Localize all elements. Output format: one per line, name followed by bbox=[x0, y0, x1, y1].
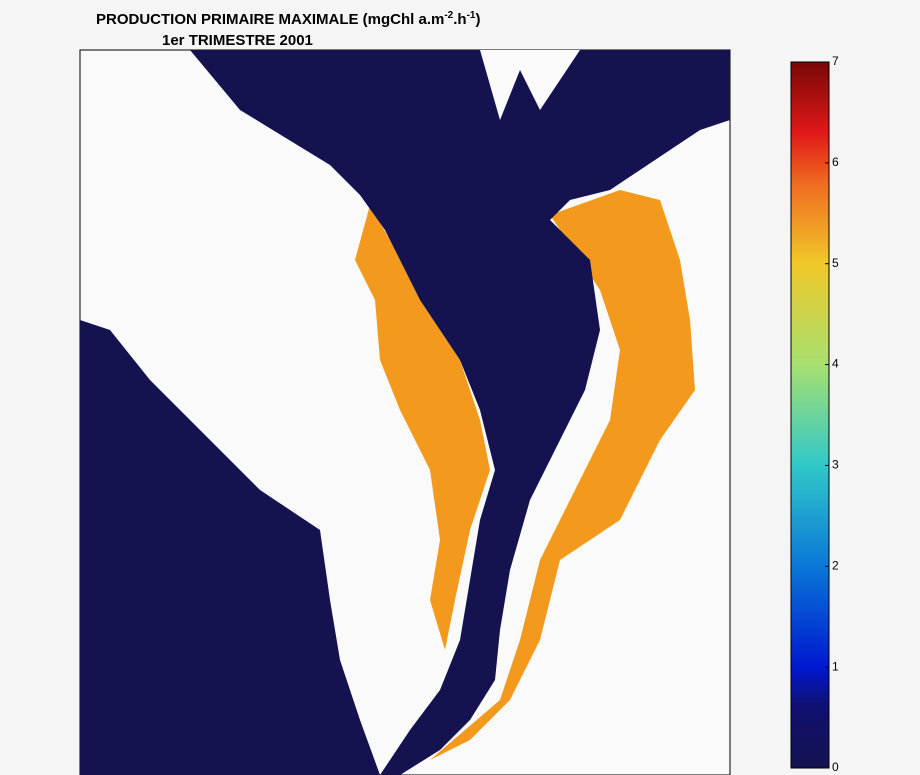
tick-label: 1 bbox=[832, 659, 839, 673]
map bbox=[80, 50, 730, 775]
title: PRODUCTION PRIMAIRE MAXIMALE (mgChl a.m-… bbox=[96, 10, 481, 28]
figure: PRODUCTION PRIMAIRE MAXIMALE (mgChl a.m-… bbox=[0, 0, 920, 775]
tick-label: 3 bbox=[832, 458, 839, 472]
tick-label: 0 bbox=[832, 760, 839, 774]
tick-label: 7 bbox=[832, 54, 839, 68]
tick-label: 6 bbox=[832, 155, 839, 169]
subtitle: 1er TRIMESTRE 2001 bbox=[162, 32, 313, 49]
tick-label: 2 bbox=[832, 558, 839, 572]
tick-label: 4 bbox=[832, 357, 839, 371]
colorbar bbox=[791, 62, 829, 768]
tick-label: 5 bbox=[832, 256, 839, 270]
